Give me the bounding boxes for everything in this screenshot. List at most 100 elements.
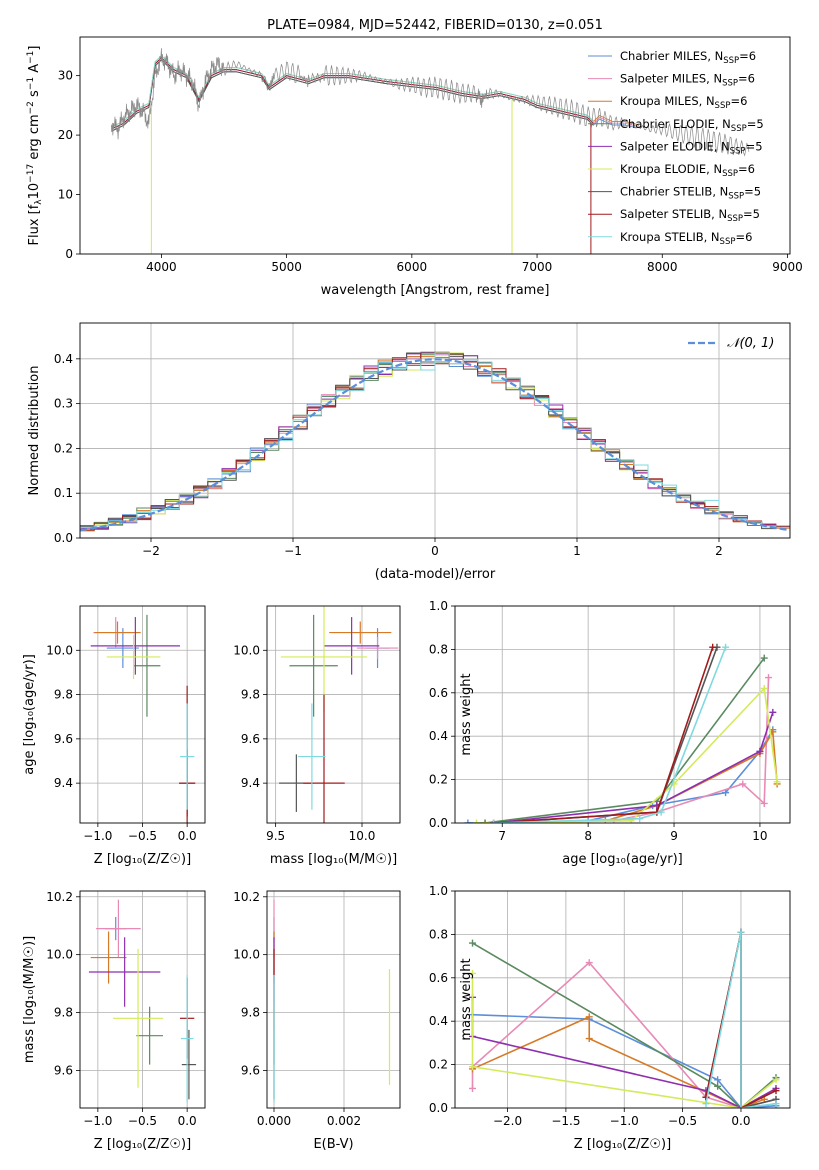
- spectrum-ylabel-part: erg cm: [27, 114, 42, 163]
- age-vs-Z-frame: [79, 605, 206, 824]
- massweight-vs-Z-ytick-label: 1.0: [429, 884, 448, 898]
- legend-entry-suffix: =6: [738, 72, 755, 86]
- residuals-ytick-label: 0.1: [54, 486, 73, 500]
- massweight-vs-age-ytick-label: 0.8: [429, 642, 448, 656]
- mass-vs-ebv-ytick-label: 10.0: [233, 948, 260, 962]
- massweight-vs-Z-plot-area: [469, 928, 780, 1108]
- massweight-vs-Z-point-marker: [469, 1063, 477, 1071]
- mass-vs-ebv-xlabel: E(B-V): [313, 1137, 353, 1152]
- mass-vs-ebv-chart: 0.000 0.002 9.6 9.8 10.0 10.2 E(B-V): [233, 890, 401, 1152]
- massweight-vs-age-ytick-label: 1.0: [429, 599, 448, 613]
- massweight-vs-Z-series-chabrier-elodie: [472, 942, 777, 1108]
- massweight-vs-age-chart: 7 8 9 10 0.0 0.2 0.4 0.6 0.8 1.0 age [log₁₀(age/yr…: [429, 599, 791, 867]
- normal-pdf-curve: [80, 358, 790, 532]
- normal-legend-label: 𝒩(0, 1): [727, 336, 774, 351]
- age-vs-mass-ytick-label: 9.6: [241, 732, 260, 746]
- spectrum-title: PLATE=0984, MJD=52442, FIBERID=0130, z=0…: [267, 18, 603, 33]
- mass-vs-Z-xlabel: Z [log₁₀(Z/Z☉)]: [94, 1137, 191, 1152]
- massweight-vs-age-point-marker: [490, 819, 498, 823]
- mass-vs-Z-ytick-label: 9.6: [54, 1063, 73, 1077]
- mass-vs-ebv-ytick-label: 9.8: [241, 1006, 260, 1020]
- massweight-vs-age-ytick-label: 0.0: [429, 816, 448, 830]
- mass-vs-ebv-xtick-label: 0.002: [327, 1114, 361, 1128]
- mass-vs-Z-frame: [79, 890, 206, 1109]
- massweight-vs-Z-point-marker: [702, 1093, 710, 1101]
- age-vs-mass-ytick-label: 9.4: [241, 776, 260, 790]
- spectrum-xtick-label: 7000: [522, 260, 553, 274]
- legend-entry-suffix: =6: [739, 49, 756, 63]
- massweight-vs-age-xtick-label: 10: [752, 829, 767, 843]
- massweight-vs-Z-xtick-label: −1.0: [610, 1114, 639, 1128]
- spectrum-ylabel-part: −1: [26, 51, 36, 64]
- age-vs-Z-ytick-label: 9.6: [54, 732, 73, 746]
- massweight-vs-Z-point-marker: [585, 1035, 593, 1043]
- legend-entry-sub: SSP: [728, 192, 744, 202]
- massweight-vs-age-series-salpeter-elodie: [493, 712, 774, 823]
- legend-entry-suffix: =5: [743, 207, 760, 221]
- massweight-vs-Z-point-marker: [772, 1100, 780, 1108]
- age-vs-Z-ytick-label: 9.8: [54, 688, 73, 702]
- legend-entry-sub: SSP: [730, 146, 746, 156]
- age-vs-mass-plot-area: [279, 606, 399, 823]
- legend-entry-sub: SSP: [720, 237, 736, 247]
- age-vs-mass-xtick-label: 9.5: [266, 829, 285, 843]
- spectrum-xtick-label: 6000: [397, 260, 428, 274]
- mass-vs-ebv-ytick-label: 9.6: [241, 1063, 260, 1077]
- legend-entry: Kroupa ELODIE, NSSP=6: [620, 162, 755, 179]
- age-vs-Z-chart: −1.0 −0.5 0.0 9.4 9.6 9.8 10.0 Z [log₁₀(Z/Z☉)] a…: [22, 605, 206, 867]
- massweight-vs-age-point-marker: [760, 684, 768, 692]
- age-vs-Z-ytick-label: 9.4: [54, 776, 73, 790]
- age-vs-Z-ylabel: age [log₁₀(age/yr)]: [22, 654, 37, 775]
- legend-entry-suffix: =6: [735, 230, 752, 244]
- massweight-vs-Z-xtick-label: −1.5: [551, 1114, 580, 1128]
- age-vs-Z-xtick-label: 0.0: [178, 829, 197, 843]
- mass-vs-Z-xtick-label: −1.0: [83, 1114, 112, 1128]
- spectrum-ylabel-part: −1: [26, 77, 36, 90]
- legend-entry: Chabrier STELIB, NSSP=5: [620, 185, 761, 202]
- residuals-ytick-label: 0.2: [54, 441, 73, 455]
- spectrum-ylabel-part: −17: [26, 164, 36, 183]
- massweight-vs-Z-point-marker: [702, 1100, 710, 1108]
- massweight-vs-age-point-marker: [464, 819, 472, 823]
- legend-entry-suffix: =5: [746, 139, 763, 153]
- massweight-vs-Z-xtick-label: −0.5: [668, 1114, 697, 1128]
- residuals-ytick-label: 0.3: [54, 397, 73, 411]
- massweight-vs-Z-point-marker: [714, 1076, 722, 1084]
- mass-vs-Z-plot-area: [88, 899, 197, 1103]
- legend-entry: Kroupa STELIB, NSSP=6: [620, 230, 752, 247]
- age-vs-Z-xtick-label: −1.0: [83, 829, 112, 843]
- legend-entry: Chabrier ELODIE, NSSP=5: [620, 117, 764, 134]
- legend-entry-text: Kroupa MILES, N: [620, 94, 715, 108]
- massweight-vs-age-point-marker: [472, 819, 480, 823]
- age-vs-Z-ytick-label: 10.0: [46, 643, 73, 657]
- massweight-vs-Z-xlabel: Z [log₁₀(Z/Z☉)]: [574, 1137, 671, 1152]
- massweight-vs-age-point-marker: [773, 778, 781, 786]
- legend-entry-sub: SSP: [722, 79, 738, 89]
- legend-entry-text: Kroupa ELODIE, N: [620, 162, 722, 176]
- mass-vs-Z-xtick-label: −0.5: [128, 1114, 157, 1128]
- mass-vs-ebv-plot-area: [273, 899, 391, 1103]
- spectrum-xtick-label: 4000: [146, 260, 177, 274]
- massweight-vs-Z-point-marker: [714, 1082, 722, 1090]
- spectrum-xtick-label: 9000: [772, 260, 803, 274]
- age-vs-mass-chart: 9.5 10.0 9.4 9.6 9.8 10.0 mass [log₁₀(M/M☉)]: [233, 605, 401, 867]
- legend-entry-sub: SSP: [723, 56, 739, 66]
- massweight-vs-age-xtick-label: 8: [584, 829, 592, 843]
- massweight-vs-Z-frame: [454, 890, 791, 1109]
- mass-vs-ebv-xtick-label: 0.000: [257, 1114, 291, 1128]
- age-vs-Z-xlabel: Z [log₁₀(Z/Z☉)]: [94, 852, 191, 867]
- spectrum-plot-area: [110, 48, 750, 254]
- residuals-xtick-label: −2: [142, 544, 160, 558]
- legend-entry-suffix: =6: [730, 94, 747, 108]
- massweight-vs-age-xtick-label: 9: [670, 829, 678, 843]
- spectrum-ylabel-part: ]: [27, 46, 42, 51]
- age-vs-mass-frame: [266, 605, 401, 824]
- massweight-vs-Z-ytick-label: 0.6: [429, 971, 448, 985]
- massweight-vs-Z-point-marker: [585, 1013, 593, 1021]
- age-vs-Z-plot-area: [90, 614, 196, 823]
- massweight-vs-age-ytick-label: 0.4: [429, 729, 448, 743]
- massweight-vs-Z-point-marker: [469, 969, 477, 977]
- legend-entry-sub: SSP: [715, 101, 731, 111]
- massweight-vs-age-point-marker: [765, 674, 773, 682]
